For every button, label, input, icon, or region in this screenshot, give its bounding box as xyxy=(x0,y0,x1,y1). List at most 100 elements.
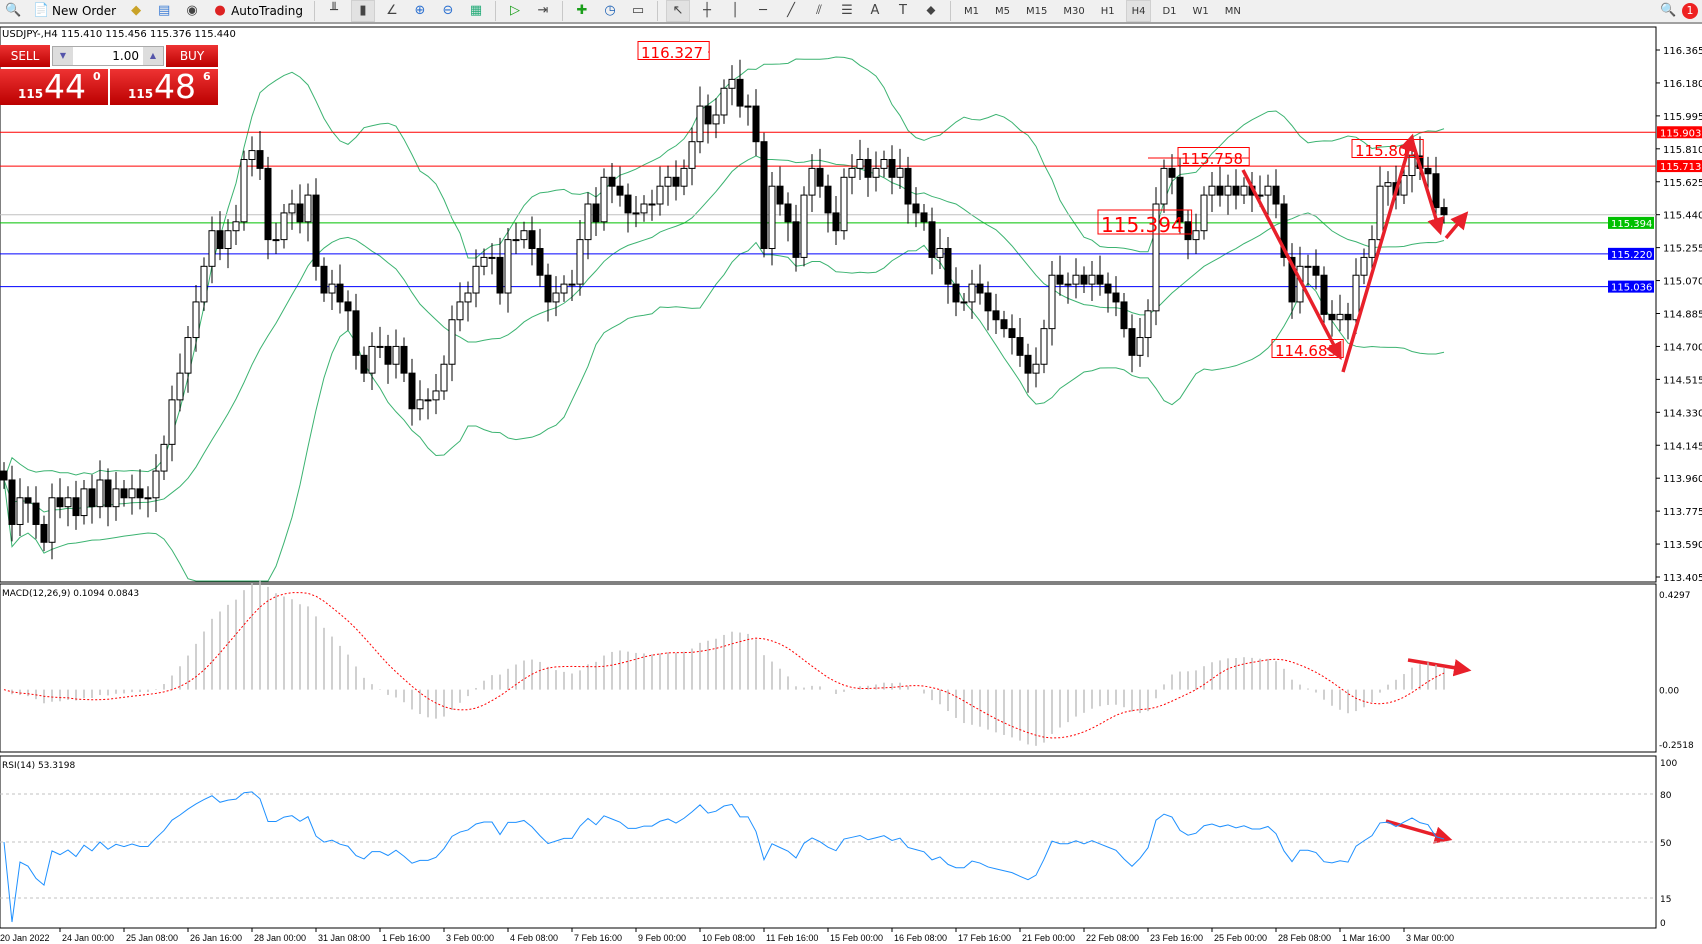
main-pane-frame xyxy=(0,26,1657,583)
candle-body xyxy=(640,203,648,214)
time-tick-label: 11 Feb 16:00 xyxy=(766,933,818,943)
candle xyxy=(1016,317,1024,367)
chart-shift-button[interactable]: ▷ xyxy=(504,0,526,22)
metaeditor-icon: ◆ xyxy=(131,3,142,18)
arrows-button[interactable]: ⬥ xyxy=(920,0,942,22)
equidistant-channel-button[interactable]: ⫽ xyxy=(808,0,830,22)
candle-body xyxy=(1368,239,1376,258)
bar-chart-button[interactable]: ╨ xyxy=(323,0,345,22)
periods-button[interactable]: ◷ xyxy=(599,0,621,22)
autoscroll-button[interactable]: ⇥ xyxy=(532,0,554,22)
new-order-button[interactable]: 📄 New Order xyxy=(30,0,119,22)
candle-body xyxy=(776,185,784,205)
candle-body xyxy=(448,319,456,365)
timeframe-m5[interactable]: M5 xyxy=(994,5,1010,17)
trendline-button[interactable]: ╱ xyxy=(780,0,802,22)
one-click-trading-panel: SELL ▼ ▲ BUY 115 44 0 115 48 6 xyxy=(0,45,219,106)
candle-body xyxy=(952,283,960,303)
candle-body xyxy=(968,283,976,303)
time-tick-label: 16 Feb 08:00 xyxy=(894,933,947,943)
candle xyxy=(1112,276,1120,317)
sell-price-button[interactable]: 115 44 0 xyxy=(0,67,108,106)
candle-body xyxy=(168,399,176,445)
candle-body xyxy=(736,78,744,107)
search-button[interactable]: 🔍 xyxy=(2,0,24,22)
candle-body xyxy=(912,203,920,214)
zoom-in-button[interactable]: ⊕ xyxy=(409,0,431,22)
candle xyxy=(320,257,328,302)
notification-badge[interactable]: 1 xyxy=(1682,3,1698,19)
candle-body xyxy=(200,265,208,303)
candle xyxy=(648,189,656,221)
text-label-button[interactable]: T xyxy=(892,0,914,22)
candle-body xyxy=(1360,256,1368,276)
timeframe-m15[interactable]: M15 xyxy=(1025,5,1048,17)
candle xyxy=(1216,166,1224,207)
rsi-tick-label: 80 xyxy=(1660,791,1672,801)
candle-body xyxy=(16,497,24,525)
candle-body xyxy=(64,497,72,508)
candle xyxy=(456,282,464,332)
candle xyxy=(240,150,248,231)
annotation-box xyxy=(637,41,710,60)
candle xyxy=(856,139,864,180)
candle-body xyxy=(944,248,952,285)
buy-button[interactable]: BUY xyxy=(166,45,218,67)
lot-size-input[interactable] xyxy=(73,47,143,65)
line-chart-button[interactable]: ∠ xyxy=(381,0,403,22)
tile-windows-button[interactable]: ▦ xyxy=(465,0,487,22)
text-button[interactable]: A xyxy=(864,0,886,22)
candle-body xyxy=(816,167,824,187)
timeframe-w1[interactable]: W1 xyxy=(1192,5,1209,17)
candle-body xyxy=(632,212,640,215)
candle xyxy=(264,156,272,260)
autotrading-button[interactable]: ● AutoTrading xyxy=(209,0,306,22)
candle-body xyxy=(792,221,800,258)
vertical-line-button[interactable]: │ xyxy=(724,0,746,22)
candle xyxy=(1432,156,1440,222)
cursor-button[interactable]: ↖ xyxy=(665,0,690,22)
lot-size-stepper[interactable]: ▼ ▲ xyxy=(52,46,164,66)
lot-decrease-icon[interactable]: ▼ xyxy=(53,47,73,65)
candle-body xyxy=(688,141,696,169)
candle-body xyxy=(1136,337,1144,356)
timeframe-mn[interactable]: MN xyxy=(1224,5,1241,17)
zoom-out-button[interactable]: ⊖ xyxy=(437,0,459,22)
metaeditor-button[interactable]: ◆ xyxy=(125,0,147,22)
candle xyxy=(1040,319,1048,374)
timeframe-d1[interactable]: D1 xyxy=(1162,5,1177,17)
lot-increase-icon[interactable]: ▲ xyxy=(143,47,163,65)
price-tick-label: 114.885 xyxy=(1663,310,1702,321)
search-icon[interactable]: 🔍 xyxy=(1660,3,1677,18)
timeframe-m1[interactable]: M1 xyxy=(963,5,979,17)
timeframe-h1[interactable]: H1 xyxy=(1100,5,1115,17)
market-icon: ▤ xyxy=(157,3,171,18)
bollinger-middle-band xyxy=(3,155,1445,513)
candle-body xyxy=(328,283,336,294)
signals-button[interactable]: ◉ xyxy=(181,0,203,22)
timeframe-h4[interactable]: H4 xyxy=(1125,0,1152,22)
indicators-button[interactable]: ✚ xyxy=(571,0,593,22)
candle xyxy=(1272,169,1280,219)
candlestick-button[interactable]: ▮ xyxy=(350,0,375,22)
level-price-tag xyxy=(1657,126,1702,139)
buy-price-button[interactable]: 115 48 6 xyxy=(110,67,218,106)
arrows-icon: ⬥ xyxy=(926,3,936,18)
candle xyxy=(1176,157,1184,234)
sell-button[interactable]: SELL xyxy=(0,45,50,67)
market-button[interactable]: ▤ xyxy=(153,0,175,22)
templates-button[interactable]: ▭ xyxy=(627,0,649,22)
chart-area[interactable]: 116.365 116.180 115.995 115.810 115.625 115.4… xyxy=(0,26,1702,944)
fibonacci-button[interactable]: ☰ xyxy=(836,0,858,22)
horizontal-line-button[interactable]: ─ xyxy=(752,0,774,22)
macd-title: MACD(12,26,9) 0.1094 0.0843 xyxy=(2,589,139,599)
crosshair-button[interactable]: ┼ xyxy=(696,0,718,22)
candle-body xyxy=(512,239,520,242)
candle xyxy=(176,353,184,412)
candle xyxy=(704,94,712,144)
candle xyxy=(560,275,568,302)
candle xyxy=(136,469,144,510)
candle-body xyxy=(888,158,896,178)
time-tick-label: 3 Feb 00:00 xyxy=(446,933,494,943)
timeframe-m30[interactable]: M30 xyxy=(1063,5,1085,17)
